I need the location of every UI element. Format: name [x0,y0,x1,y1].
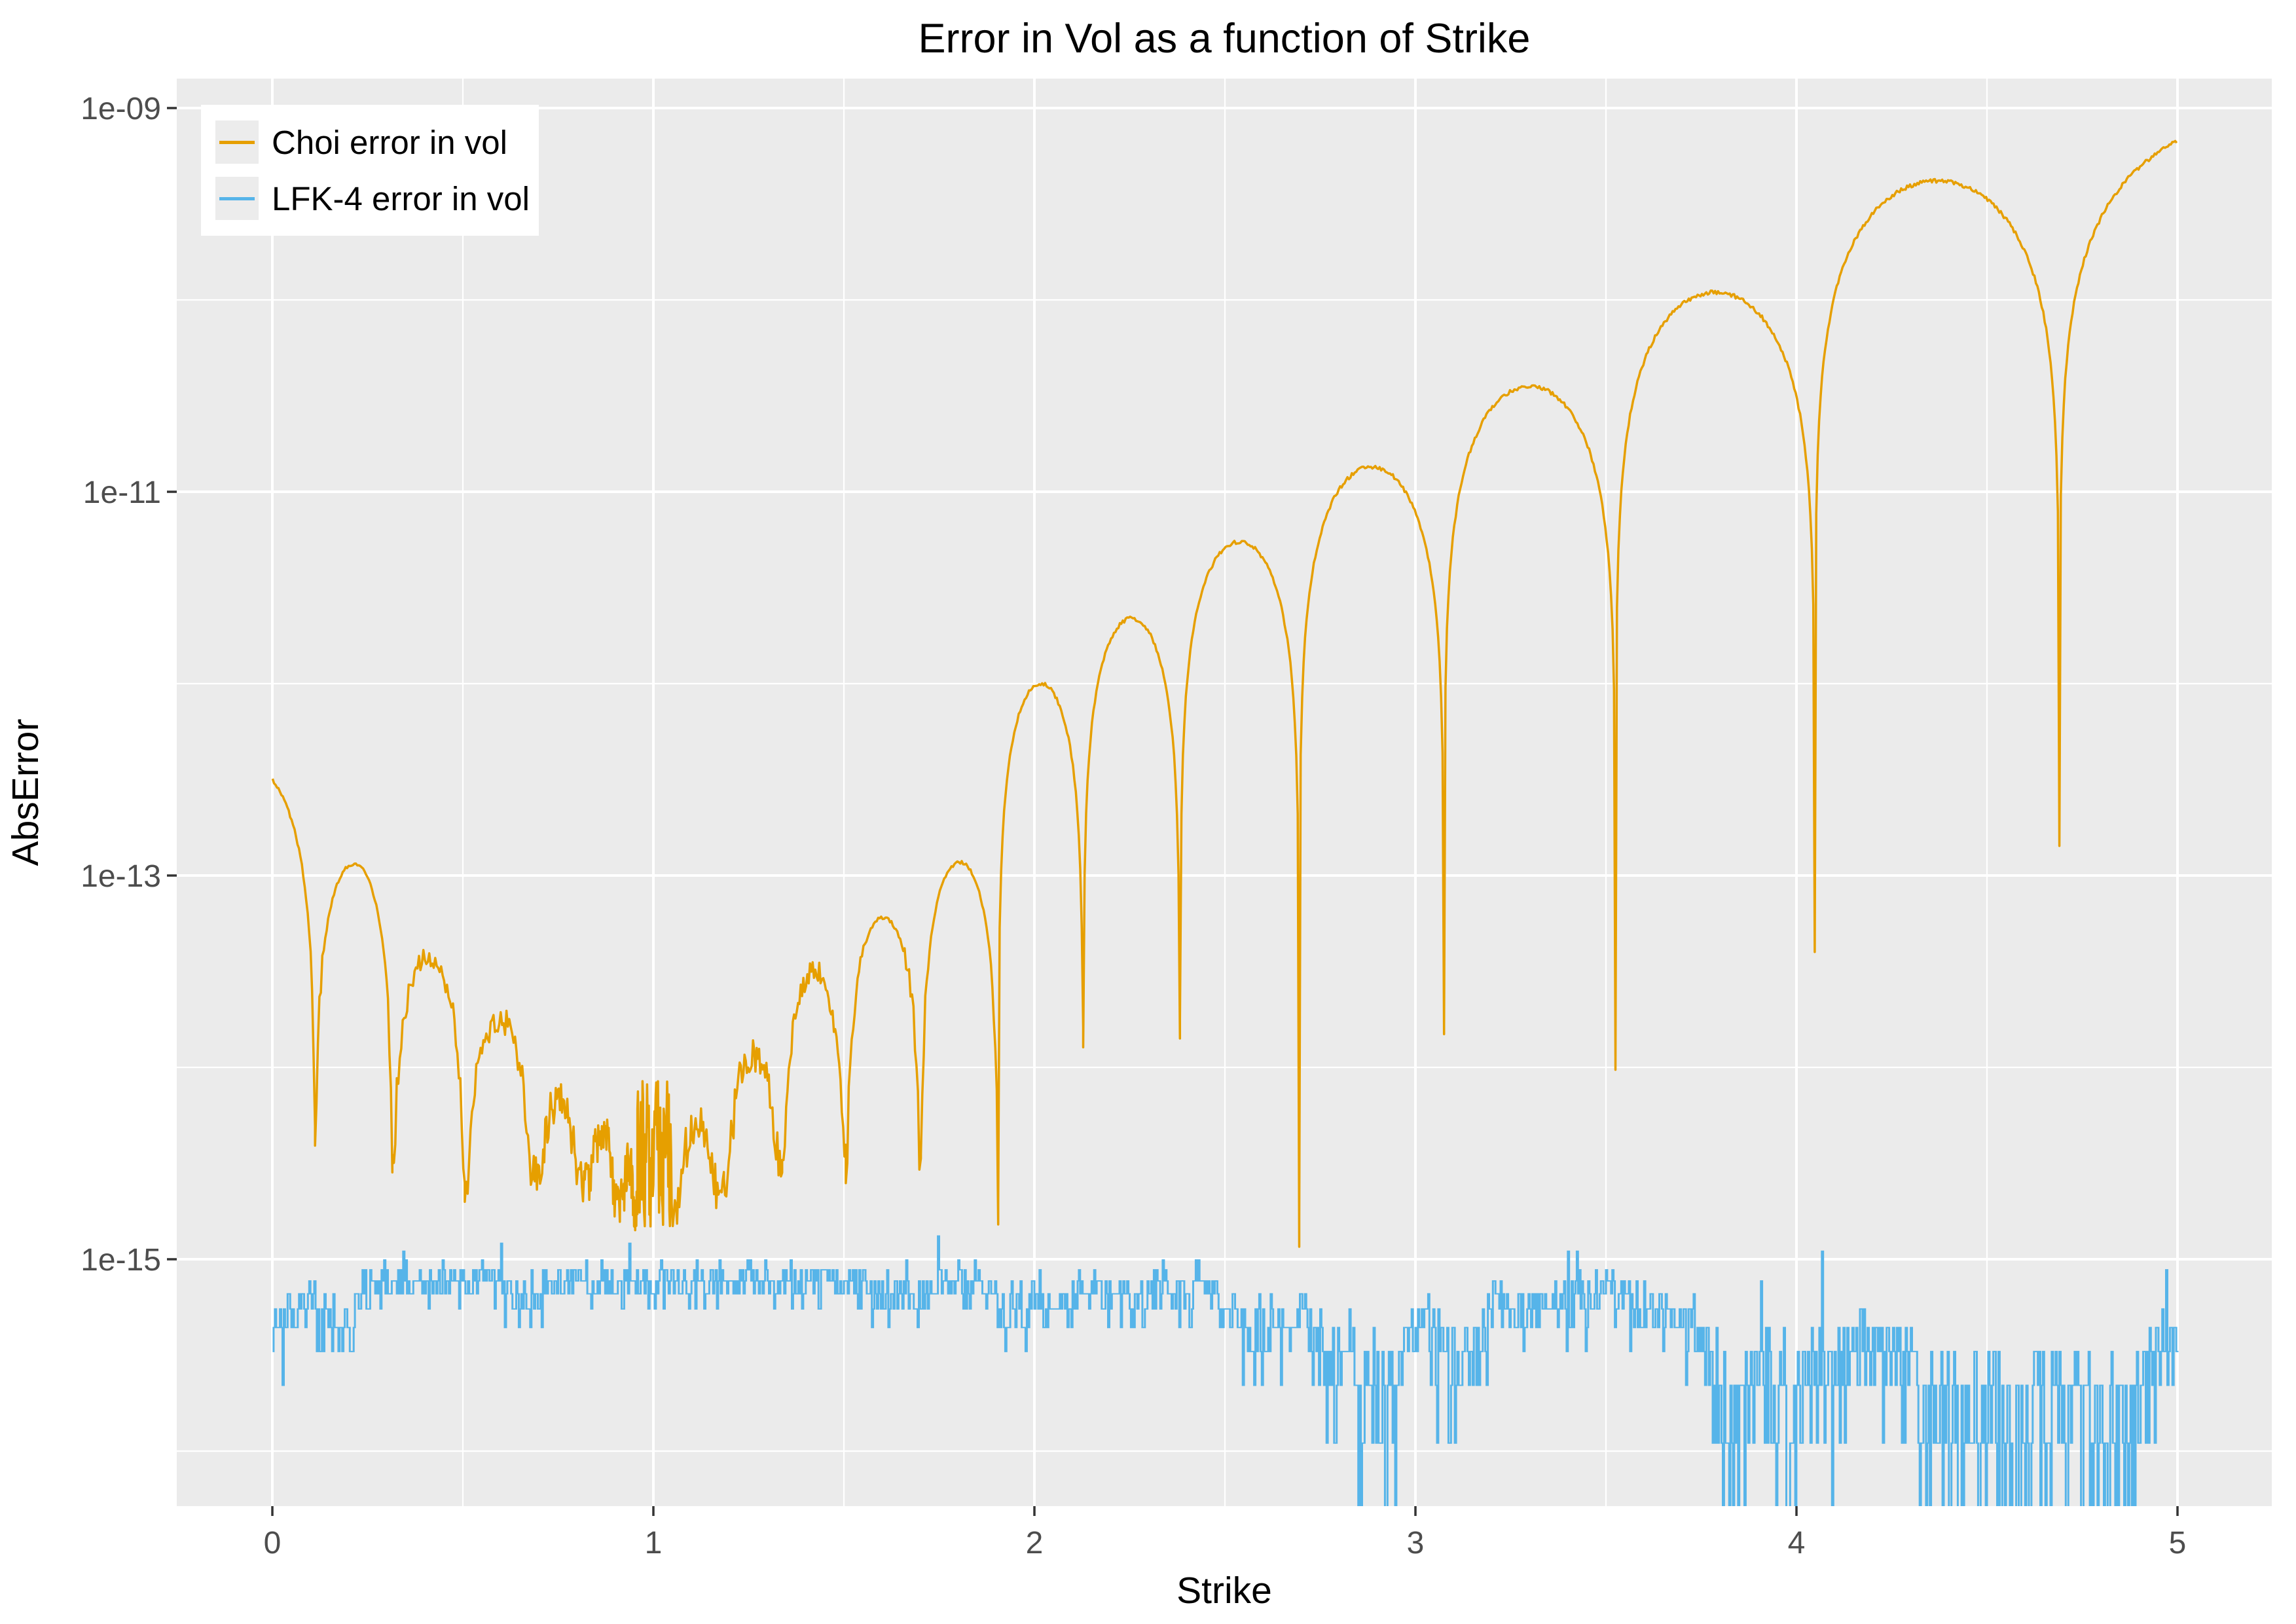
x-tick-label: 4 [1788,1526,1806,1560]
x-tick-label: 3 [1407,1526,1425,1560]
y-axis-title: AbsError [5,719,46,866]
legend-line-swatch-lfk4 [219,196,255,200]
legend-key-choi [215,120,259,164]
minor-gridlines [177,79,2272,1506]
x-tick-label: 1 [645,1526,663,1560]
chart-title: Error in Vol as a function of Strike [919,16,1531,62]
legend-label-choi: Choi error in vol [272,123,507,161]
y-tick-label: 1e-09 [81,92,161,126]
series-choi-line [271,139,2178,1248]
legend-box: Choi error in vol LFK-4 error in vol [201,105,539,236]
x-tick-label: 5 [2169,1526,2187,1560]
legend-entry-choi: Choi error in vol [215,120,539,164]
x-tick-label: 2 [1026,1526,1044,1560]
x-tick-label: 0 [264,1526,282,1560]
x-axis-title: Strike [1176,1570,1272,1612]
y-tick-label: 1e-15 [81,1243,161,1278]
legend-line-swatch-choi [219,140,255,144]
series-lfk4-line [272,1235,2179,1506]
plot-area: 0 1 2 3 4 5 1e-09 1e-11 1e-13 1e-15 [81,79,2272,1560]
legend-key-lfk4 [215,177,259,220]
y-tick-label: 1e-11 [83,475,161,510]
legend-label-lfk4: LFK-4 error in vol [272,179,530,217]
legend-entry-lfk4: LFK-4 error in vol [215,177,539,220]
axis-ticks: 0 1 2 3 4 5 1e-09 1e-11 1e-13 1e-15 [81,92,2186,1560]
y-tick-label: 1e-13 [81,859,161,894]
